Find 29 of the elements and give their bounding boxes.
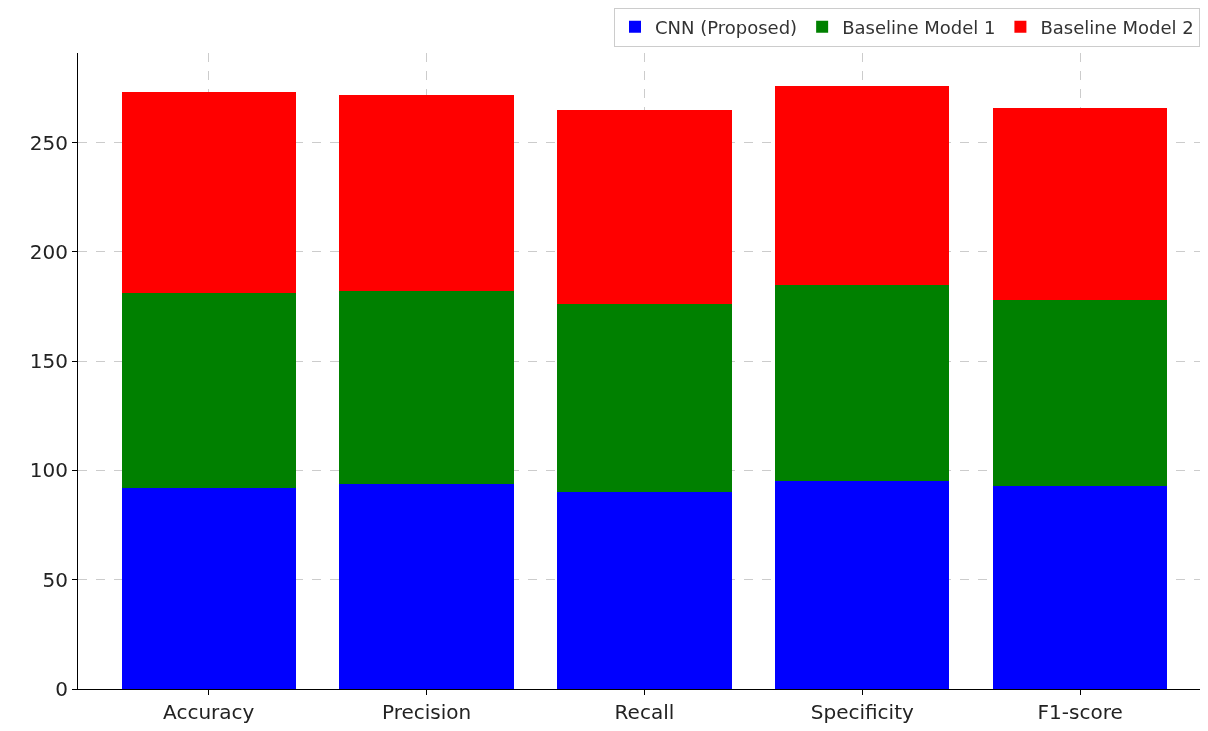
x-tick-label: Precision xyxy=(381,700,472,724)
y-tick-label: 250 xyxy=(29,130,68,155)
bar xyxy=(121,92,296,294)
x-tick-label: Recall xyxy=(614,700,675,724)
bar xyxy=(993,107,1168,300)
bar xyxy=(121,293,296,488)
y-tick-label: 100 xyxy=(29,458,68,483)
bar xyxy=(557,304,732,493)
x-tick-label: F1-score xyxy=(1037,700,1123,724)
x-tick-label: Accuracy xyxy=(163,700,255,724)
bar xyxy=(993,485,1168,689)
bar xyxy=(993,299,1168,486)
legend-label: CNN (Proposed) xyxy=(655,16,798,38)
bar xyxy=(339,94,514,292)
bar xyxy=(339,291,514,484)
bar xyxy=(121,487,296,689)
legend-label: Baseline Model 1 xyxy=(842,16,996,38)
bar xyxy=(775,284,950,482)
x-tick-label: Specificity xyxy=(810,700,915,724)
bar xyxy=(557,109,732,305)
y-tick-label: 150 xyxy=(29,349,68,374)
y-tick-label: 50 xyxy=(42,567,68,592)
bar xyxy=(775,85,950,285)
bar xyxy=(557,492,732,689)
legend-label: Baseline Model 2 xyxy=(1040,16,1194,38)
y-tick-label: 200 xyxy=(29,239,68,264)
bar xyxy=(339,483,514,689)
y-tick-label: 0 xyxy=(55,677,68,701)
bar xyxy=(775,481,950,689)
